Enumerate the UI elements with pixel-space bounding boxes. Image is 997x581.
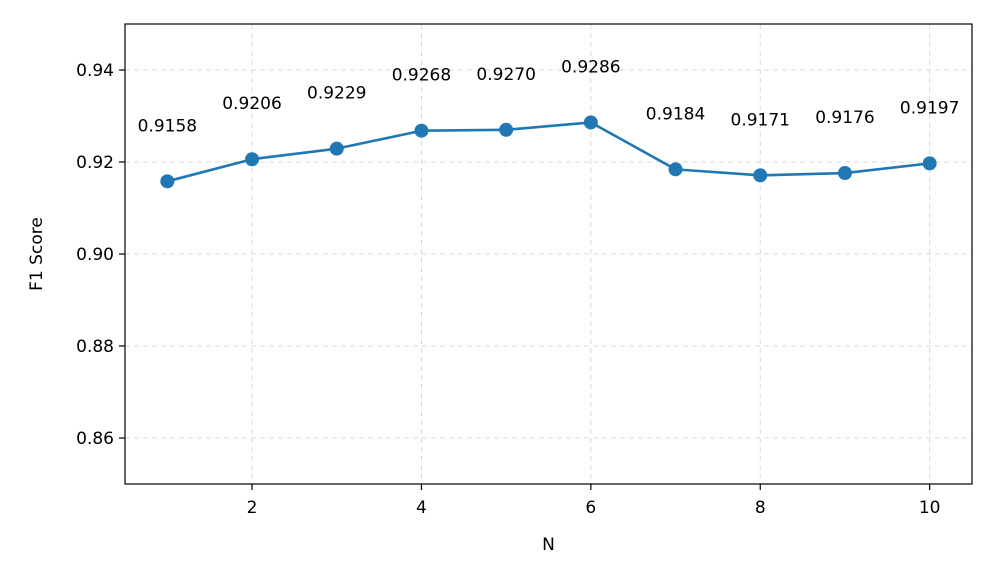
x-axis-label: N [542, 535, 555, 555]
data-label: 0.9286 [561, 57, 620, 77]
grid [125, 24, 972, 484]
data-point [583, 115, 598, 130]
data-point [837, 166, 852, 181]
series-layer [160, 115, 937, 189]
y-tick-label: 0.88 [76, 337, 114, 357]
data-label: 0.9197 [900, 98, 959, 118]
data-label: 0.9270 [476, 65, 535, 85]
data-label: 0.9206 [222, 94, 281, 114]
x-tick-label: 10 [919, 498, 941, 518]
x-tick-label: 4 [416, 498, 427, 518]
data-label: 0.9171 [731, 110, 790, 130]
data-point [414, 123, 429, 138]
data-point [160, 174, 175, 189]
series-line [167, 121, 930, 183]
axis-ticks: 0.86 0.88 0.90 0.92 0.94 2 4 6 8 10 [76, 61, 940, 518]
x-tick-label: 6 [585, 498, 596, 518]
data-point [753, 168, 768, 183]
y-tick-label: 0.94 [76, 61, 114, 81]
data-label: 0.9184 [646, 104, 705, 124]
data-point [329, 141, 344, 156]
y-tick-label: 0.92 [76, 153, 114, 173]
data-point [499, 122, 514, 137]
y-tick-label: 0.90 [76, 245, 114, 265]
data-labels: 0.9158 0.9206 0.9229 0.9268 0.9270 0.9286 0.91… [138, 57, 960, 136]
data-label: 0.9268 [392, 66, 451, 86]
data-point [922, 156, 937, 171]
y-tick-label: 0.86 [76, 429, 114, 449]
data-label: 0.9229 [307, 84, 366, 104]
x-tick-label: 8 [755, 498, 766, 518]
y-axis-label: F1 Score [27, 217, 47, 291]
x-tick-label: 2 [247, 498, 258, 518]
data-label: 0.9158 [138, 116, 197, 136]
data-point [668, 162, 683, 177]
data-point [245, 152, 260, 167]
data-label: 0.9176 [815, 108, 874, 128]
